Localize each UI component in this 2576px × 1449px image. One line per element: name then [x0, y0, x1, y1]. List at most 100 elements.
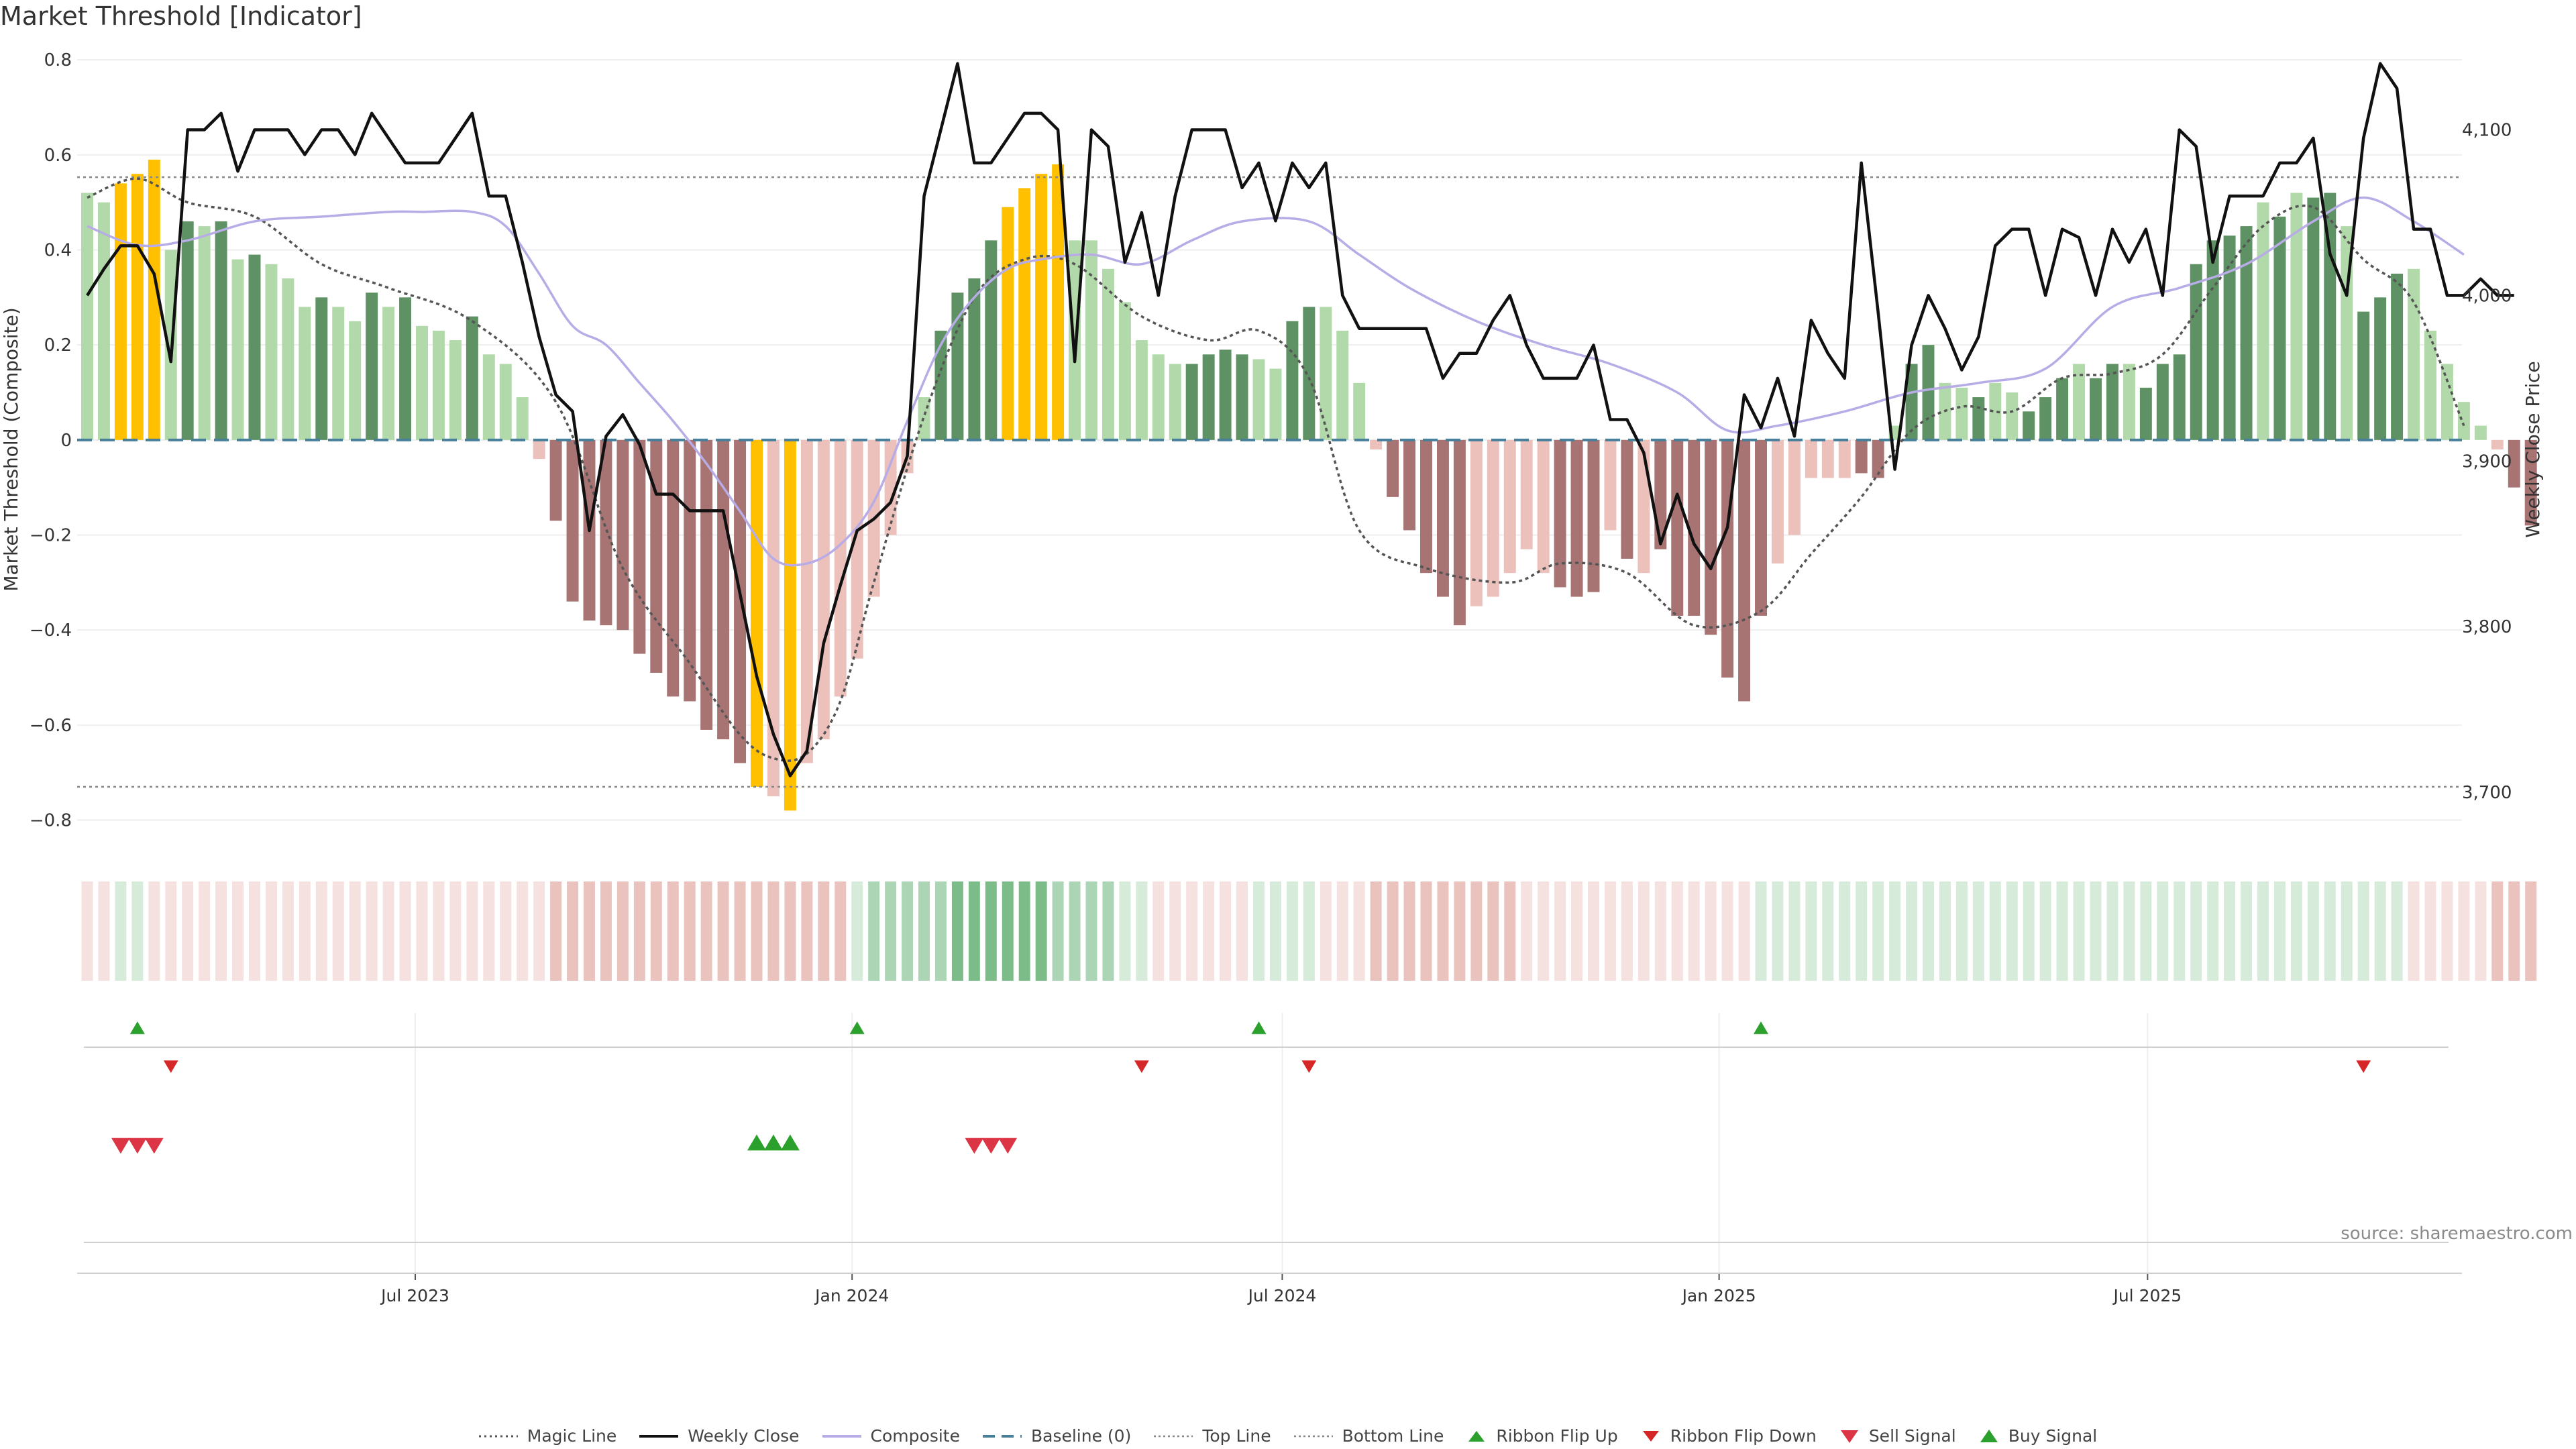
ribbon-cell: [1420, 881, 1432, 981]
ribbon-cell: [2023, 881, 2035, 981]
composite-bar: [616, 439, 629, 631]
ribbon-cell: [2491, 881, 2504, 981]
ribbon-cell: [1203, 881, 1215, 981]
y-right-tick-label: 4,100: [2462, 121, 2512, 141]
composite-bar: [2223, 235, 2236, 440]
composite-bar: [482, 354, 495, 440]
composite-bar: [1955, 387, 1968, 440]
ribbon-cell: [1889, 881, 1901, 981]
composite-bar: [2357, 311, 2370, 440]
ribbon-cell: [332, 881, 344, 981]
composite-bar: [1286, 321, 1299, 440]
ribbon-cell: [1772, 881, 1784, 981]
ribbon-cell: [433, 881, 445, 981]
sell-signal-marker: [981, 1138, 1001, 1154]
ribbon-cell: [382, 881, 394, 981]
ribbon-cell: [115, 881, 127, 981]
x-tick-label: Jan 2024: [814, 1286, 889, 1305]
y-tick-label: 0: [60, 431, 72, 451]
ribbon-cell: [1152, 881, 1165, 981]
composite-bar: [2273, 216, 2286, 440]
triangle-up-icon: [1980, 1429, 1998, 1442]
sell-signal-marker: [127, 1138, 147, 1154]
ribbon-cell: [1303, 881, 1315, 981]
ribbon-cell: [315, 881, 327, 981]
ribbon-flip-down-marker: [2356, 1060, 2371, 1073]
ribbon-cell: [1320, 881, 1332, 981]
legend-item-sell-signal: Sell Signal: [1839, 1426, 1956, 1446]
composite-bar: [2491, 439, 2504, 449]
ribbon-cell: [1186, 881, 1198, 981]
ribbon-cell: [1654, 881, 1666, 981]
composite-bar: [2524, 439, 2537, 526]
composite-bar: [114, 183, 127, 440]
ribbon-cell: [2508, 881, 2520, 981]
composite-bar: [499, 364, 512, 440]
ribbon-cell: [399, 881, 411, 981]
ribbon-cell: [1822, 881, 1834, 981]
composite-bar: [1972, 397, 1985, 440]
composite-bar: [198, 226, 211, 440]
ribbon-cell: [2224, 881, 2236, 981]
ribbon-cell: [1487, 881, 1499, 981]
x-tick-label: Jan 2025: [1681, 1286, 1756, 1305]
ribbon-cell: [1923, 881, 1934, 981]
composite-bar: [399, 297, 412, 440]
ribbon-cell: [751, 881, 763, 981]
ribbon-cell: [835, 881, 847, 981]
composite-bar: [1570, 439, 1583, 597]
ribbon-cell: [934, 881, 947, 981]
composite-bar: [382, 307, 395, 440]
legend-dotted-line-icon: [1154, 1435, 1193, 1437]
sell-signal-marker: [965, 1138, 984, 1154]
buy-signal-marker: [747, 1134, 766, 1150]
composite-bar: [1303, 307, 1316, 440]
legend-label: Composite: [870, 1426, 960, 1446]
composite-bar: [2139, 387, 2152, 440]
ribbon-cell: [148, 881, 160, 981]
composite-bar: [449, 340, 462, 440]
legend-item-weekly-close: Weekly Close: [639, 1426, 800, 1446]
ribbon-cell: [517, 881, 529, 981]
ribbon-cell: [1604, 881, 1616, 981]
legend-item-magic-line: Magic Line: [478, 1426, 616, 1446]
ribbon-cell: [466, 881, 478, 981]
composite-bar: [315, 297, 328, 440]
composite-bar: [951, 292, 964, 440]
ribbon-cell: [2475, 881, 2487, 981]
legend-item-bottom-line: Bottom Line: [1293, 1426, 1444, 1446]
ribbon-cell: [868, 881, 880, 981]
composite-bar: [1922, 345, 1935, 440]
composite-bar: [667, 439, 680, 697]
x-tick-label: Jul 2025: [2112, 1286, 2182, 1305]
composite-bar: [1905, 364, 1918, 440]
composite-bar: [800, 439, 813, 763]
ribbon-flip-down-marker: [1301, 1060, 1317, 1073]
composite-bar: [767, 439, 780, 797]
legend-solid-line-icon: [639, 1434, 679, 1438]
ribbon-cell: [2357, 881, 2369, 981]
composite-bar: [2206, 240, 2219, 440]
legend-label: Ribbon Flip Down: [1670, 1426, 1817, 1446]
ribbon-cell: [1403, 881, 1415, 981]
composite-bar: [851, 439, 863, 659]
composite-bar: [2424, 330, 2436, 440]
ribbon-cell: [2073, 881, 2085, 981]
composite-bar: [2006, 392, 2019, 440]
y-tick-label: −0.6: [30, 716, 72, 736]
trend-ribbon: [81, 881, 2537, 981]
ribbon-cell: [784, 881, 796, 981]
composite-bar: [215, 221, 227, 440]
ribbon-cell: [2458, 881, 2470, 981]
composite-bar: [1152, 354, 1165, 440]
composite-bar: [416, 325, 428, 440]
ribbon-cell: [734, 881, 746, 981]
composite-bar: [1102, 268, 1114, 440]
ribbon-cell: [449, 881, 462, 981]
ribbon-cell: [2123, 881, 2135, 981]
ribbon-cell: [1253, 881, 1265, 981]
composite-bar: [734, 439, 747, 763]
ribbon-cell: [349, 881, 361, 981]
ribbon-cell: [1755, 881, 1767, 981]
ribbon-cell: [1018, 881, 1030, 981]
